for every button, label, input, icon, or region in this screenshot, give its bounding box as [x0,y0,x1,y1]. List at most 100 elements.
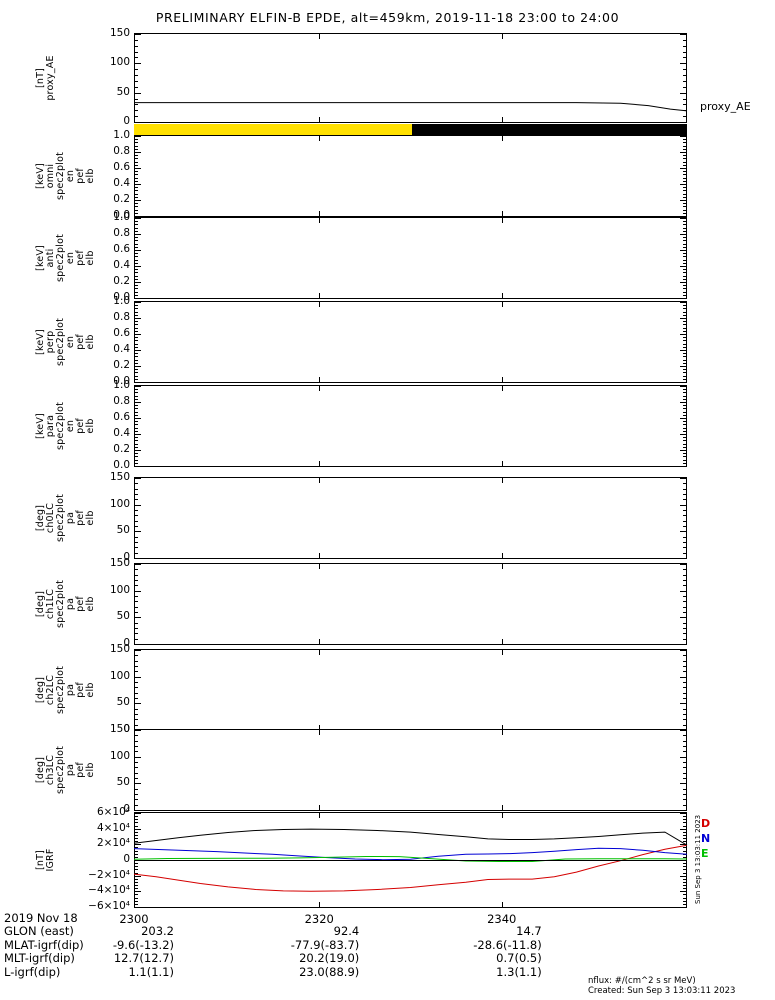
tick-minor [683,440,687,441]
tick-minor [134,826,138,827]
tick-minor [683,894,687,895]
tick-minor [683,344,687,345]
x-tick [502,293,503,299]
tick-minor [683,851,687,852]
tick-minor [683,444,687,445]
tick-major [134,366,141,367]
tick-minor [134,456,138,457]
tick-minor [683,569,687,570]
tick-minor [134,773,138,774]
tick-minor [683,405,687,406]
panel-pa-ch2lc-ytick: 100 [109,669,130,682]
axis-label-line: pef [75,596,86,612]
tick-major [134,386,141,387]
tick-minor [683,885,687,886]
tick-minor [134,256,138,257]
tick-minor [683,292,687,293]
x-tick [319,812,320,818]
tick-major [680,382,687,383]
tick-minor [134,253,138,254]
panel-en-para-ytick: 0.6 [113,411,130,423]
x-tick [502,902,503,908]
tick-major [134,282,141,283]
tick-major [680,703,687,704]
tick-minor [134,139,138,140]
x-tick [502,725,503,731]
x-tick [502,639,503,645]
tick-major [134,783,141,784]
tick-minor [134,547,138,548]
igrf-legend-E: E [701,847,709,860]
tick-major [134,216,141,217]
tick-minor [683,463,687,464]
tick-major [680,757,687,758]
tick-minor [683,714,687,715]
tick-major [134,891,141,892]
axis-label-line: [deg] [35,676,46,704]
tick-minor [134,816,138,817]
tick-minor [134,228,138,229]
x-tick [502,211,503,217]
x-tick [134,812,135,818]
tick-major [134,350,141,351]
tick-minor [134,412,138,413]
x-tick [502,805,503,811]
tick-minor [134,194,138,195]
tick-minor [134,285,138,286]
tick-major [680,591,687,592]
tick-minor [683,146,687,147]
panel-pa-ch3lc [134,729,687,811]
tick-minor [134,805,138,806]
tick-minor [134,224,138,225]
table-cell: 1.3(1.1) [496,964,542,979]
tick-minor [134,69,138,70]
x-tick [134,293,135,299]
tick-minor [683,888,687,889]
x-tick [134,135,135,141]
x-tick [502,461,503,467]
tick-major [680,402,687,403]
tick-minor [134,735,138,736]
tick-minor [683,279,687,280]
tick-minor [134,682,138,683]
tick-minor [683,247,687,248]
tick-major [134,478,141,479]
tick-minor [683,547,687,548]
tick-minor [683,376,687,377]
tick-minor [134,405,138,406]
tick-major [680,907,687,908]
tick-minor [683,165,687,166]
tick-minor [134,778,138,779]
x-tick [134,649,135,655]
tick-minor [134,719,138,720]
tick-minor [683,639,687,640]
tick-minor [134,178,138,179]
axis-label-line: pa [65,763,76,777]
tick-minor [683,666,687,667]
tick-minor [134,408,138,409]
table-cell: -28.6(-11.8) [473,937,542,952]
tick-minor [683,194,687,195]
tick-minor [134,661,138,662]
tick-minor [683,379,687,380]
x-tick [502,812,503,818]
axis-label-line: en [65,251,76,265]
tick-minor [134,655,138,656]
panel-pa-ch0lc [134,477,687,559]
tick-minor [683,799,687,800]
tick-major [134,402,141,403]
tick-major [680,216,687,217]
tick-minor [134,181,138,182]
tick-major [680,418,687,419]
tick-minor [134,81,138,82]
tick-minor [134,542,138,543]
tick-minor [134,116,138,117]
tick-minor [134,269,138,270]
tick-minor [134,312,138,313]
tick-minor [134,489,138,490]
tick-minor [683,203,687,204]
igrf-zero-line [134,860,687,861]
tick-major [134,829,141,830]
axis-label-line: ch0LC [45,502,56,534]
tick-minor [683,521,687,522]
